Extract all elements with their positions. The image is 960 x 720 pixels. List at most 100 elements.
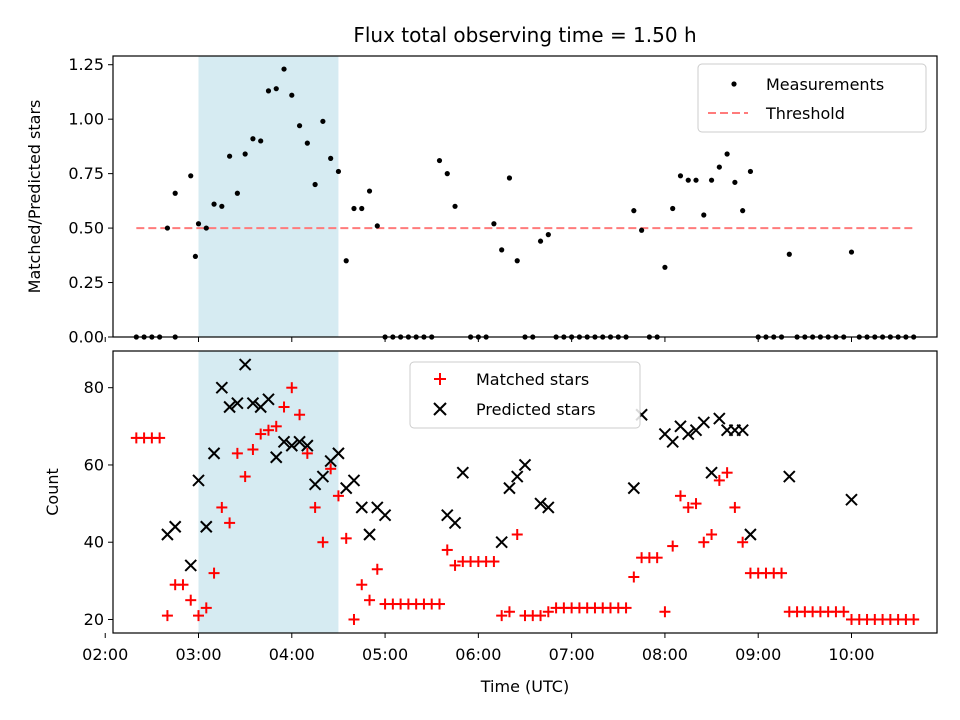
matched-star-point — [729, 501, 741, 513]
predicted-star-point — [448, 516, 462, 530]
predicted-star-point — [200, 520, 213, 533]
predicted-star-point — [534, 497, 547, 510]
matched-star-point — [535, 610, 547, 622]
measurement-point — [351, 205, 357, 212]
matched-star-point — [317, 536, 329, 548]
predicted-star-point — [495, 536, 508, 549]
matched-star-point — [441, 544, 453, 556]
matched-star-point — [270, 420, 282, 432]
matched-star-point — [340, 532, 352, 544]
bottom-observing-interval-shade — [198, 351, 339, 633]
measurement-point — [366, 188, 373, 194]
matched-star-point — [542, 606, 554, 618]
measurement-point — [227, 153, 233, 159]
predicted-star-point — [347, 474, 361, 487]
matched-star-point — [737, 536, 749, 548]
top-observing-interval-shade — [198, 56, 339, 337]
matched-star-point — [294, 409, 306, 421]
matched-star-point — [433, 598, 445, 610]
predicted-star-point — [682, 427, 695, 441]
measurement-point — [452, 203, 458, 209]
legend-matched-marker — [434, 373, 446, 385]
measurement-point — [708, 177, 715, 183]
matched-star-point — [200, 602, 212, 614]
measurement-point — [677, 173, 684, 179]
x-axis-label: Time (UTC) — [480, 677, 569, 696]
measurement-point — [491, 221, 497, 227]
predicted-star-point — [627, 481, 641, 495]
measurement-point — [289, 92, 295, 98]
measurement-point — [242, 151, 248, 157]
predicted-star-point — [301, 439, 314, 452]
predicted-star-point — [713, 412, 726, 425]
matched-star-point — [286, 382, 298, 394]
matched-star-point — [154, 432, 166, 444]
matched-star-point — [503, 606, 515, 618]
measurement-point — [335, 168, 342, 175]
x-tick-label: 08:00 — [642, 645, 688, 664]
top-y-tick-label: 0.50 — [68, 219, 104, 238]
matched-star-point — [713, 474, 725, 486]
predicted-star-point — [845, 493, 858, 506]
predicted-star-point — [184, 559, 197, 572]
measurement-point — [740, 208, 746, 214]
top-legend-box — [697, 63, 927, 133]
measurement-point — [234, 190, 240, 196]
matched-star-point — [449, 559, 461, 571]
legend-threshold-label: Threshold — [765, 104, 845, 123]
matched-star-point — [348, 613, 360, 625]
measurement-point — [164, 225, 171, 231]
matched-star-point — [659, 606, 671, 618]
bottom-y-axis-label: Count — [43, 468, 62, 516]
measurement-point — [374, 223, 380, 229]
predicted-star-point — [262, 393, 275, 406]
measurement-point — [499, 247, 505, 253]
predicted-star-point — [238, 358, 252, 371]
predicted-star-point — [215, 381, 229, 394]
measurement-point — [219, 203, 225, 209]
measurement-point — [436, 157, 443, 164]
measurement-point — [304, 140, 310, 146]
measurement-point — [662, 264, 668, 270]
top-panel: 0.00 0.25 0.50 0.75 1.00 1.25 Flux total obse… — [25, 23, 938, 347]
legend-predicted-label: Predicted stars — [476, 400, 596, 419]
matched-star-point — [364, 594, 376, 606]
predicted-star-point — [231, 396, 244, 410]
measurement-point — [320, 118, 326, 124]
measurement-point — [281, 66, 287, 72]
x-tick-label: 03:00 — [175, 645, 221, 664]
measurement-point — [670, 205, 676, 212]
measurement-point — [639, 227, 645, 233]
matched-star-point — [301, 447, 313, 459]
predicted-star-point — [277, 435, 291, 448]
matched-star-point — [776, 567, 788, 579]
matched-star-point — [706, 528, 718, 540]
predicted-star-point — [168, 520, 182, 533]
predicted-star-point — [456, 466, 470, 479]
matched-star-point — [262, 424, 274, 436]
matched-star-point — [838, 606, 850, 618]
matched-star-point — [161, 610, 173, 622]
x-tick-label: 05:00 — [362, 645, 408, 664]
matched-star-point — [690, 498, 702, 510]
matched-star-point — [908, 613, 920, 625]
matched-star-point — [185, 594, 197, 606]
legend-matched-label: Matched stars — [476, 370, 589, 389]
predicted-star-point — [744, 528, 757, 541]
top-y-tick-label: 0.25 — [68, 273, 104, 292]
matched-star-point — [216, 501, 228, 513]
measurement-point — [537, 238, 544, 244]
measurement-point — [328, 155, 334, 161]
predicted-star-point — [736, 423, 749, 437]
measurement-point — [250, 136, 256, 142]
legend-measurements-label: Measurements — [766, 75, 884, 94]
matched-star-point — [667, 540, 679, 552]
predicted-star-point — [542, 501, 555, 514]
measurement-point — [211, 201, 217, 207]
top-marks — [133, 66, 917, 340]
measurement-point — [848, 249, 855, 255]
x-tick-label: 04:00 — [269, 645, 315, 664]
chart-title: Flux total observing time = 1.50 h — [353, 23, 696, 47]
matched-star-point — [356, 579, 368, 591]
matched-star-point — [224, 517, 236, 529]
